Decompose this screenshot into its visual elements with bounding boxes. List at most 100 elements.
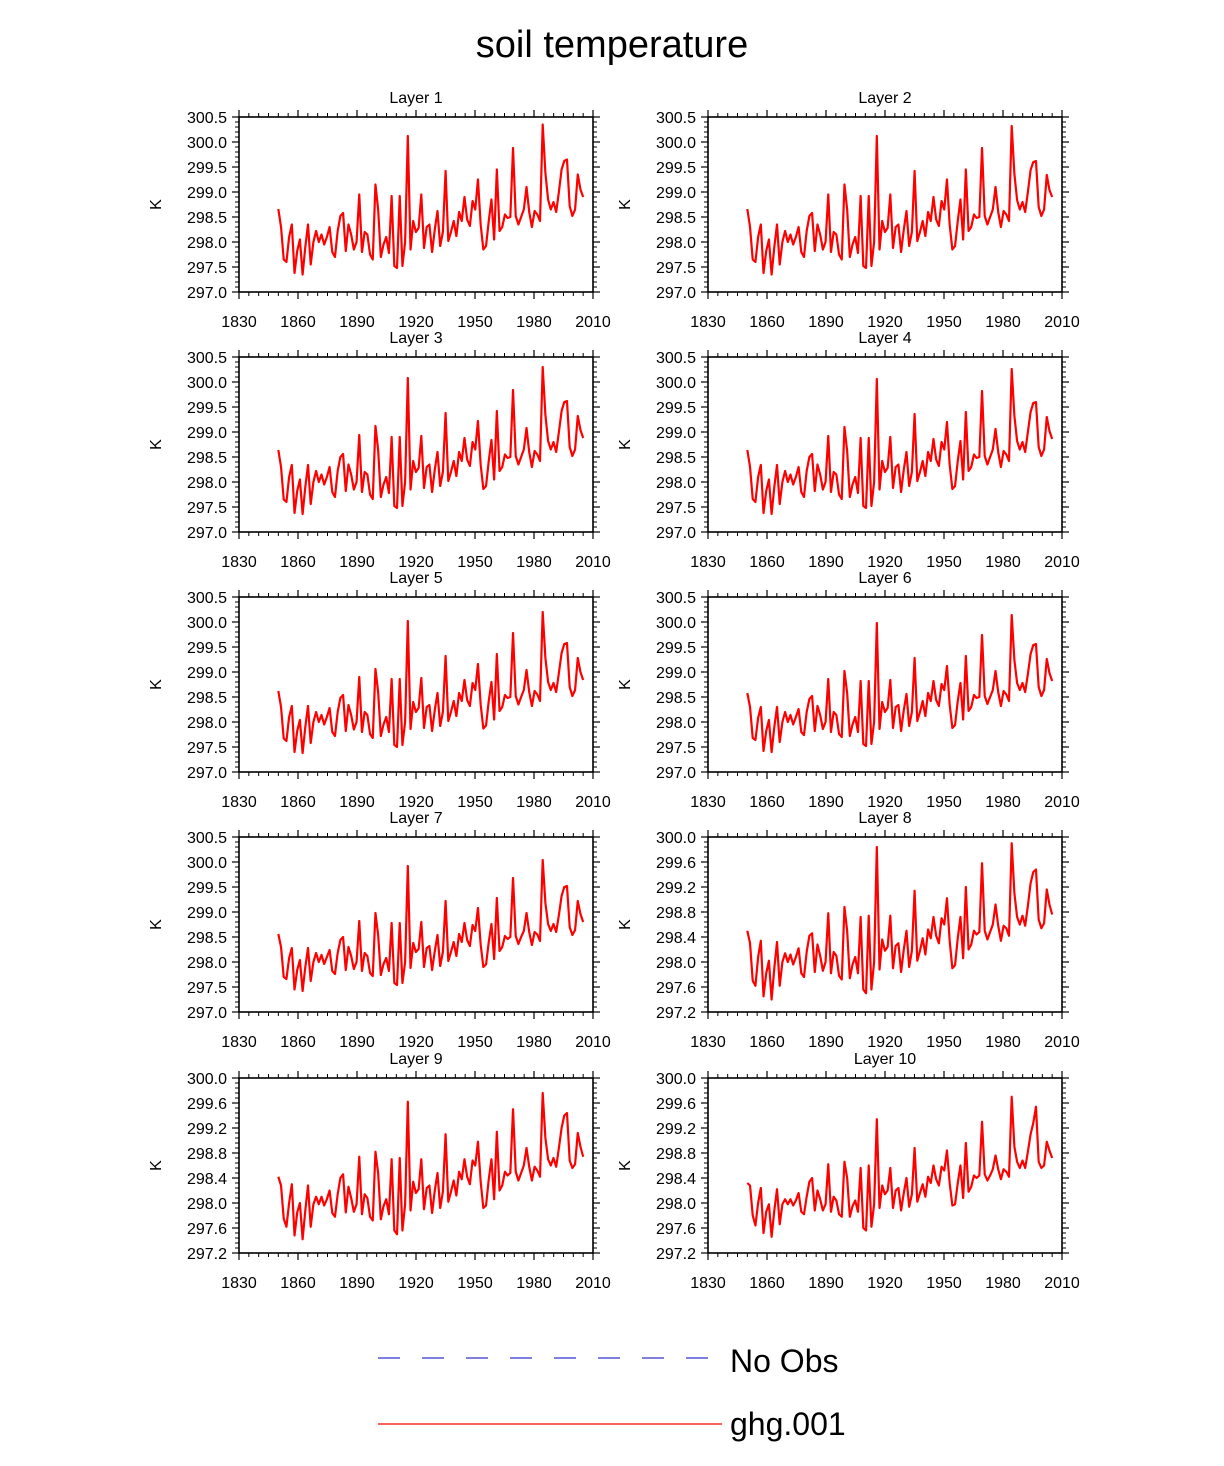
figure-title: soil temperature xyxy=(476,24,748,66)
y-tick-label: 300.5 xyxy=(187,110,227,127)
x-tick-label: 1860 xyxy=(280,1275,316,1292)
y-tick-label: 297.0 xyxy=(656,765,696,782)
y-tick-label: 298.8 xyxy=(656,1146,696,1163)
y-tick-label: 297.0 xyxy=(187,285,227,302)
x-tick-label: 1920 xyxy=(867,794,903,811)
x-tick-label: 2010 xyxy=(575,554,611,571)
panel-title: Layer 6 xyxy=(858,570,911,587)
panel-title: Layer 1 xyxy=(389,90,442,107)
x-tick-label: 1890 xyxy=(808,1275,844,1292)
y-tick-label: 298.4 xyxy=(187,1171,227,1188)
y-tick-label: 300.5 xyxy=(656,590,696,607)
y-tick-label: 298.0 xyxy=(656,1196,696,1213)
y-tick-label: 300.0 xyxy=(656,1071,696,1088)
x-tick-label: 1980 xyxy=(985,554,1021,571)
x-tick-label: 1860 xyxy=(280,794,316,811)
panel-title: Layer 10 xyxy=(854,1051,916,1068)
series-line-ghg-001 xyxy=(277,1091,585,1241)
legend: No Obs ghg.001 xyxy=(378,1343,846,1442)
y-axis-label: K xyxy=(617,439,634,450)
x-tick-label: 2010 xyxy=(575,794,611,811)
y-tick-label: 299.6 xyxy=(656,1096,696,1113)
x-tick-label: 1890 xyxy=(808,794,844,811)
y-tick-label: 298.5 xyxy=(187,930,227,947)
series-line-ghg-001 xyxy=(746,124,1054,276)
y-tick-label: 299.0 xyxy=(656,185,696,202)
y-axis-label: K xyxy=(148,199,165,210)
x-tick-label: 1830 xyxy=(690,1034,726,1051)
panel-title: Layer 5 xyxy=(389,570,442,587)
y-axis-label: K xyxy=(617,199,634,210)
y-tick-label: 297.5 xyxy=(187,980,227,997)
y-tick-label: 299.5 xyxy=(656,640,696,657)
x-tick-label: 1920 xyxy=(867,1275,903,1292)
x-tick-label: 2010 xyxy=(1044,314,1080,331)
panel-title: Layer 3 xyxy=(389,330,442,347)
chart-panel: Layer 10 1830 1860 1890 1920 1950 1980 2010 297.… xyxy=(617,1051,1080,1292)
x-tick-label: 1980 xyxy=(985,314,1021,331)
y-tick-label: 298.5 xyxy=(656,210,696,227)
y-tick-label: 300.0 xyxy=(187,615,227,632)
y-tick-label: 300.0 xyxy=(187,1071,227,1088)
y-tick-label: 299.6 xyxy=(187,1096,227,1113)
y-tick-label: 300.0 xyxy=(187,855,227,872)
x-tick-label: 1830 xyxy=(690,554,726,571)
x-tick-label: 1950 xyxy=(926,554,962,571)
y-tick-label: 300.5 xyxy=(187,350,227,367)
y-tick-label: 299.2 xyxy=(187,1121,227,1138)
y-tick-label: 300.0 xyxy=(656,375,696,392)
y-tick-label: 299.5 xyxy=(656,160,696,177)
x-tick-label: 2010 xyxy=(1044,794,1080,811)
y-tick-label: 299.0 xyxy=(187,425,227,442)
x-tick-label: 1980 xyxy=(516,554,552,571)
y-tick-label: 299.0 xyxy=(187,185,227,202)
x-tick-label: 2010 xyxy=(575,1034,611,1051)
y-tick-label: 298.4 xyxy=(656,930,696,947)
x-tick-label: 1920 xyxy=(398,1034,434,1051)
x-tick-label: 1860 xyxy=(749,794,785,811)
x-tick-label: 1830 xyxy=(221,794,257,811)
y-tick-label: 300.0 xyxy=(187,375,227,392)
y-axis-label: K xyxy=(148,1160,165,1171)
x-tick-label: 1830 xyxy=(221,314,257,331)
panel-title: Layer 2 xyxy=(858,90,911,107)
x-tick-label: 1950 xyxy=(457,794,493,811)
chart-panel: Layer 3 1830 1860 1890 1920 1950 1980 2010 297.0… xyxy=(148,330,611,571)
y-tick-label: 297.5 xyxy=(656,740,696,757)
y-tick-label: 300.5 xyxy=(656,110,696,127)
y-tick-label: 298.8 xyxy=(656,905,696,922)
y-axis-label: K xyxy=(617,919,634,930)
y-tick-label: 300.0 xyxy=(187,135,227,152)
x-tick-label: 1890 xyxy=(339,1034,375,1051)
y-tick-label: 298.0 xyxy=(656,235,696,252)
y-tick-label: 298.8 xyxy=(187,1146,227,1163)
y-tick-label: 298.0 xyxy=(656,715,696,732)
y-tick-label: 298.0 xyxy=(187,715,227,732)
series-line-ghg-001 xyxy=(277,123,585,276)
y-tick-label: 299.2 xyxy=(656,1121,696,1138)
x-tick-label: 1920 xyxy=(398,794,434,811)
y-tick-label: 298.0 xyxy=(187,955,227,972)
y-tick-label: 299.0 xyxy=(656,665,696,682)
series-line-ghg-001 xyxy=(746,367,1054,516)
x-tick-label: 1920 xyxy=(867,1034,903,1051)
x-tick-label: 1920 xyxy=(867,314,903,331)
x-tick-label: 1950 xyxy=(926,794,962,811)
x-tick-label: 1920 xyxy=(398,554,434,571)
y-tick-label: 297.2 xyxy=(656,1005,696,1022)
panel-title: Layer 7 xyxy=(389,810,442,827)
series-line-ghg-001 xyxy=(746,842,1054,1001)
y-tick-label: 297.6 xyxy=(656,1221,696,1238)
chart-panel: Layer 8 1830 1860 1890 1920 1950 1980 2010 297.2… xyxy=(617,810,1080,1051)
y-tick-label: 297.5 xyxy=(656,500,696,517)
series-line-ghg-001 xyxy=(746,613,1054,754)
y-axis-label: K xyxy=(148,919,165,930)
y-tick-label: 297.0 xyxy=(656,525,696,542)
y-tick-label: 297.5 xyxy=(656,260,696,277)
x-tick-label: 1950 xyxy=(457,314,493,331)
x-tick-label: 1980 xyxy=(985,794,1021,811)
x-tick-label: 1950 xyxy=(457,1034,493,1051)
y-tick-label: 298.5 xyxy=(656,690,696,707)
y-tick-label: 299.6 xyxy=(656,855,696,872)
x-tick-label: 1860 xyxy=(749,554,785,571)
